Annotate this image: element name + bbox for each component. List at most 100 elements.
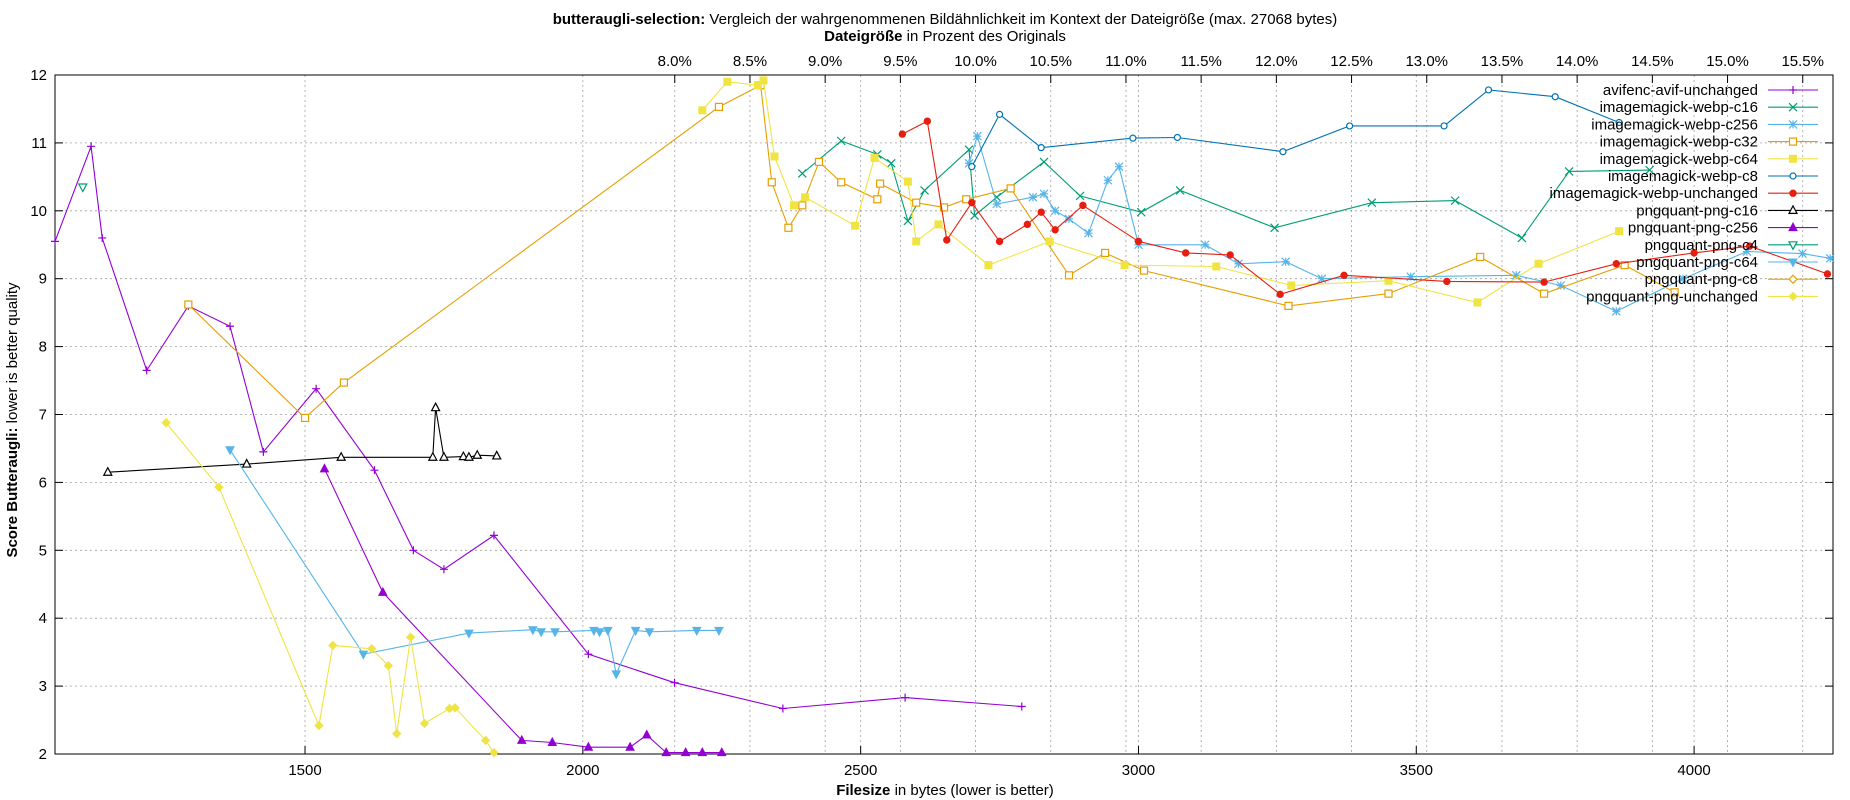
x-ticks: 1500 2000 2500 3000 3500 4000: [288, 746, 1711, 779]
data-point: [1384, 276, 1393, 285]
x-tick-label: 2500: [844, 762, 877, 779]
data-point: [1317, 274, 1327, 284]
series-imagemagick-webp-c256: [964, 131, 1835, 316]
data-point: [1276, 290, 1284, 299]
data-point: [716, 747, 727, 757]
data-point: [995, 237, 1004, 246]
y-tick-label: 3: [39, 678, 47, 695]
series-line: [54, 146, 1022, 710]
data-point: [516, 734, 527, 744]
x2-tick-label: 15.5%: [1781, 53, 1824, 70]
data-point: [1114, 162, 1124, 172]
data-point: [1051, 226, 1059, 234]
legend-entry: imagemagick-webp-c256: [1591, 116, 1818, 133]
y-tick-label: 2: [39, 746, 47, 763]
data-point: [972, 131, 982, 141]
data-point: [1678, 274, 1688, 284]
data-point: [630, 626, 641, 636]
data-point: [480, 735, 491, 746]
series-line: [701, 79, 1620, 304]
data-point: [1823, 270, 1832, 278]
data-point: [51, 237, 59, 246]
data-point: [1615, 227, 1624, 236]
data-point: [1175, 186, 1185, 195]
legend-marker: [1789, 154, 1797, 163]
data-point: [1079, 201, 1087, 210]
x2-label-rest: in Prozent des Originals: [907, 28, 1066, 45]
x2-tick-label: 12.0%: [1255, 53, 1298, 70]
data-point: [1443, 277, 1451, 286]
data-point: [814, 157, 824, 167]
series-line: [902, 120, 1828, 295]
data-point: [1023, 220, 1032, 229]
data-point: [1037, 208, 1045, 216]
x2-tick-label: 13.0%: [1405, 53, 1448, 70]
data-point: [358, 650, 369, 660]
series-line: [971, 89, 1620, 167]
legend-entry: imagemagick-webp-unchanged: [1550, 185, 1818, 202]
legend-label: avifenc-avif-unchanged: [1603, 82, 1758, 99]
x-label-bold: Filesize: [836, 782, 890, 799]
x2-tick-label: 13.5%: [1481, 53, 1524, 70]
legend-entry: avifenc-avif-unchanged: [1603, 82, 1818, 99]
x-tick-label: 4000: [1677, 762, 1710, 779]
data-point: [214, 482, 224, 492]
series-pngquant-png-c64: [225, 446, 724, 680]
data-point: [876, 179, 885, 188]
data-point: [241, 458, 252, 468]
y-tick-label: 12: [30, 67, 47, 84]
data-point: [226, 322, 235, 331]
data-point: [1473, 298, 1482, 307]
y-tick-label: 11: [31, 135, 47, 152]
series-line: [324, 468, 722, 754]
data-point: [1670, 288, 1679, 297]
data-point: [1540, 278, 1548, 286]
legend-marker: [1789, 189, 1797, 197]
data-point: [1103, 175, 1113, 185]
data-point: [1551, 93, 1559, 101]
legend-label: pngquant-png-c64: [1636, 254, 1758, 271]
data-point: [1745, 242, 1754, 250]
x2-label-bold: Dateigröße: [824, 28, 902, 45]
data-point: [328, 640, 338, 651]
data-point: [259, 447, 268, 456]
series-pngquant-png-c16: [102, 401, 502, 476]
data-point: [1139, 266, 1149, 275]
data-point: [1284, 301, 1293, 310]
legend-label: imagemagick-webp-c8: [1608, 168, 1758, 185]
data-point: [1006, 184, 1015, 193]
data-point: [1039, 157, 1049, 167]
data-point: [970, 211, 979, 220]
data-point: [1612, 260, 1621, 268]
data-point: [528, 626, 538, 636]
data-point: [319, 463, 330, 473]
x2-tick-label: 8.0%: [658, 53, 692, 70]
data-point: [1340, 271, 1348, 280]
data-point: [611, 670, 622, 680]
legend-entry: pngquant-png-c64: [1636, 254, 1818, 271]
data-point: [366, 644, 377, 654]
data-point: [851, 221, 860, 230]
legend-marker: [1788, 204, 1798, 214]
data-point: [912, 237, 921, 246]
x2-tick-label: 9.0%: [808, 53, 842, 70]
data-point: [1287, 281, 1296, 290]
data-point: [1690, 249, 1698, 257]
data-point: [903, 177, 912, 186]
data-point: [770, 152, 779, 161]
data-point: [697, 747, 708, 757]
data-point: [992, 199, 1002, 209]
data-point: [923, 117, 932, 125]
series-imagemagick-webp-c32: [184, 81, 1679, 422]
data-point: [161, 417, 171, 428]
series-line: [165, 422, 495, 753]
data-point: [1045, 237, 1054, 246]
data-point: [836, 136, 846, 146]
data-point: [1129, 134, 1137, 142]
data-point: [1440, 122, 1448, 130]
data-point: [691, 626, 702, 636]
legend-marker: [1788, 241, 1798, 251]
data-point: [1406, 272, 1416, 282]
y-tick-label: 5: [39, 542, 47, 559]
series-line: [187, 84, 1675, 419]
